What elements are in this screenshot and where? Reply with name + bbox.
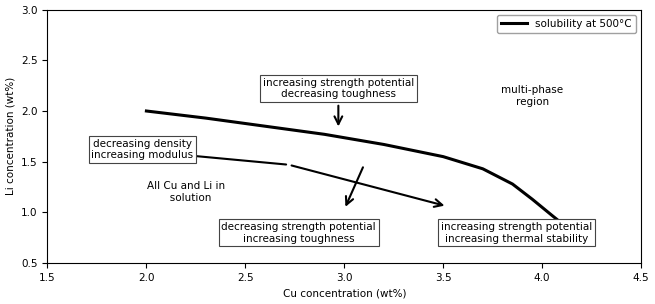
Text: increasing strength potential
increasing thermal stability: increasing strength potential increasing… <box>441 222 592 244</box>
Text: All Cu and Li in
   solution: All Cu and Li in solution <box>147 181 225 203</box>
Text: decreasing density
increasing modulus: decreasing density increasing modulus <box>92 139 193 160</box>
Text: multi-phase
region: multi-phase region <box>501 85 563 107</box>
Y-axis label: Li concentration (wt%): Li concentration (wt%) <box>5 77 16 195</box>
Text: decreasing strength potential
increasing toughness: decreasing strength potential increasing… <box>221 222 376 244</box>
X-axis label: Cu concentration (wt%): Cu concentration (wt%) <box>282 288 406 299</box>
Text: increasing strength potential
decreasing toughness: increasing strength potential decreasing… <box>263 78 414 99</box>
Legend: solubility at 500°C: solubility at 500°C <box>496 15 636 33</box>
